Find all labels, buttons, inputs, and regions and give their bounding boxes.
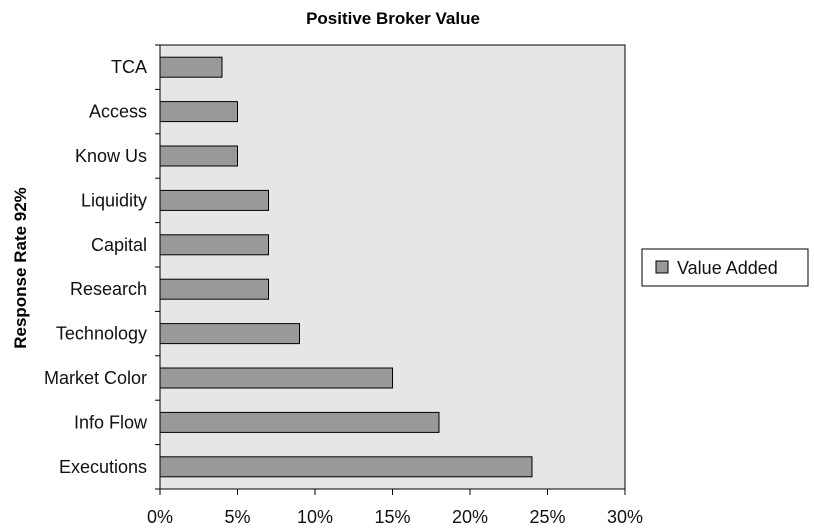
- bar-market-color: [159, 367, 393, 389]
- category-label: Research: [70, 279, 147, 299]
- bar-access: [159, 101, 238, 123]
- bar-research: [159, 278, 269, 300]
- bar-executions: [159, 456, 533, 478]
- category-labels-group: TCA Access Know Us Liquidity Capital Research…: [44, 57, 148, 477]
- bar-capital: [159, 234, 269, 256]
- bar-liquidity: [159, 189, 269, 211]
- category-label: TCA: [111, 57, 147, 77]
- legend-swatch: [655, 260, 669, 274]
- bars-group: [159, 56, 533, 478]
- chart-title: Positive Broker Value: [306, 9, 480, 28]
- bar-info-flow: [159, 411, 440, 433]
- legend-label: Value Added: [677, 258, 778, 278]
- category-label: Market Color: [44, 368, 147, 388]
- category-label: Liquidity: [81, 190, 147, 210]
- x-tick-label: 10%: [297, 507, 333, 527]
- x-tick-label: 20%: [452, 507, 488, 527]
- legend: Value Added: [641, 248, 809, 287]
- bar-technology: [159, 323, 300, 345]
- y-ticks-group: [155, 44, 160, 490]
- x-tick-label: 15%: [374, 507, 410, 527]
- x-tick-label: 0%: [147, 507, 173, 527]
- bar-tca: [159, 56, 223, 78]
- x-tick-label: 30%: [607, 507, 643, 527]
- category-label: Info Flow: [74, 412, 148, 432]
- category-label: Technology: [56, 324, 147, 344]
- category-label: Know Us: [75, 146, 147, 166]
- category-label: Executions: [59, 457, 147, 477]
- category-label: Capital: [91, 235, 147, 255]
- legend-box: [641, 248, 809, 287]
- category-label: Access: [89, 102, 147, 122]
- x-ticks-group: 0% 5% 10% 15% 20% 25% 30%: [147, 489, 643, 527]
- bar-know-us: [159, 145, 238, 167]
- x-tick-label: 5%: [224, 507, 250, 527]
- x-tick-label: 25%: [529, 507, 565, 527]
- y-axis-label: Response Rate 92%: [11, 187, 30, 349]
